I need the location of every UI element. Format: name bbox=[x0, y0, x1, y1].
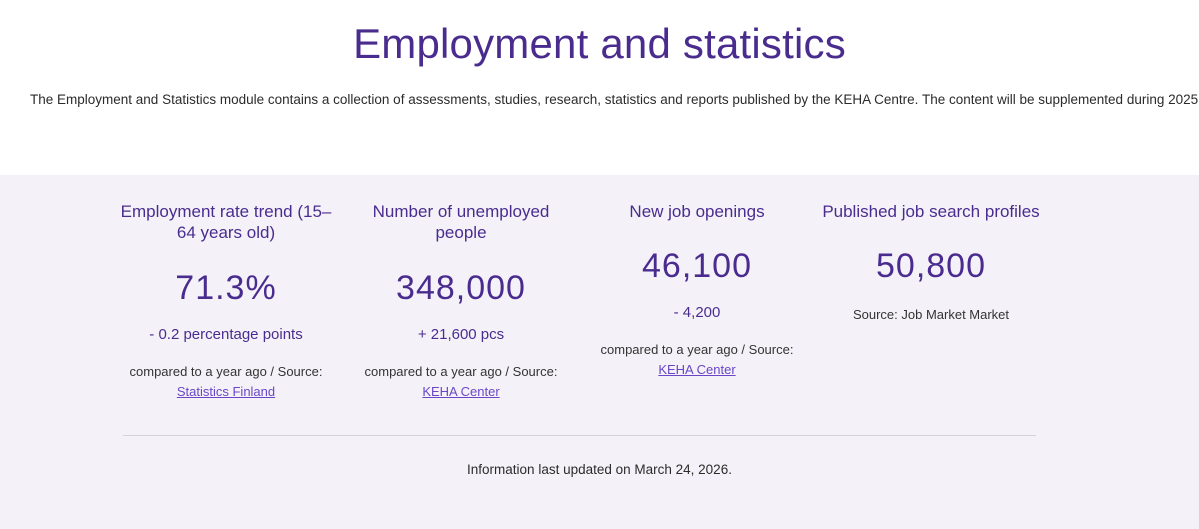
source-link-keha-center[interactable]: KEHA Center bbox=[422, 384, 500, 399]
stat-note: compared to a year ago / Source: bbox=[600, 342, 794, 357]
intro-text: The Employment and Statistics module con… bbox=[30, 92, 1199, 107]
stat-value: 46,100 bbox=[642, 247, 752, 285]
stat-title: Employment rate trend (15–64 years old) bbox=[120, 202, 332, 242]
stat-card-employment-rate: Employment rate trend (15–64 years old) … bbox=[116, 201, 336, 401]
page-title: Employment and statistics bbox=[353, 20, 846, 67]
last-updated-text: Information last updated on March 24, 20… bbox=[467, 462, 732, 477]
stat-card-job-search-profiles: Published job search profiles 50,800 Sou… bbox=[821, 201, 1041, 326]
divider bbox=[123, 435, 1036, 436]
stat-title: Number of unemployed people bbox=[372, 202, 550, 242]
stat-title: Published job search profiles bbox=[822, 202, 1040, 221]
stat-note: compared to a year ago / Source: bbox=[364, 364, 558, 379]
stat-note: Source: Job Market Market bbox=[852, 307, 1010, 322]
stat-change: - 0.2 percentage points bbox=[149, 326, 303, 343]
stat-value: 71.3% bbox=[175, 269, 277, 307]
stat-change: + 21,600 pcs bbox=[417, 326, 505, 343]
stat-change: - 4,200 bbox=[673, 304, 721, 321]
stat-card-unemployed: Number of unemployed people 348,000 + 21… bbox=[351, 201, 571, 401]
page-header: Employment and statistics The Employment… bbox=[0, 0, 1199, 175]
stat-value: 50,800 bbox=[876, 247, 986, 285]
stat-card-job-openings: New job openings 46,100 - 4,200 compared… bbox=[587, 201, 807, 379]
stats-section: Employment rate trend (15–64 years old) … bbox=[0, 175, 1199, 529]
stat-note: compared to a year ago / Source: bbox=[129, 364, 323, 379]
source-link-statistics-finland[interactable]: Statistics Finland bbox=[176, 384, 276, 399]
stat-title: New job openings bbox=[629, 202, 765, 221]
source-link-keha-center[interactable]: KEHA Center bbox=[658, 362, 736, 377]
stat-value: 348,000 bbox=[396, 269, 526, 307]
